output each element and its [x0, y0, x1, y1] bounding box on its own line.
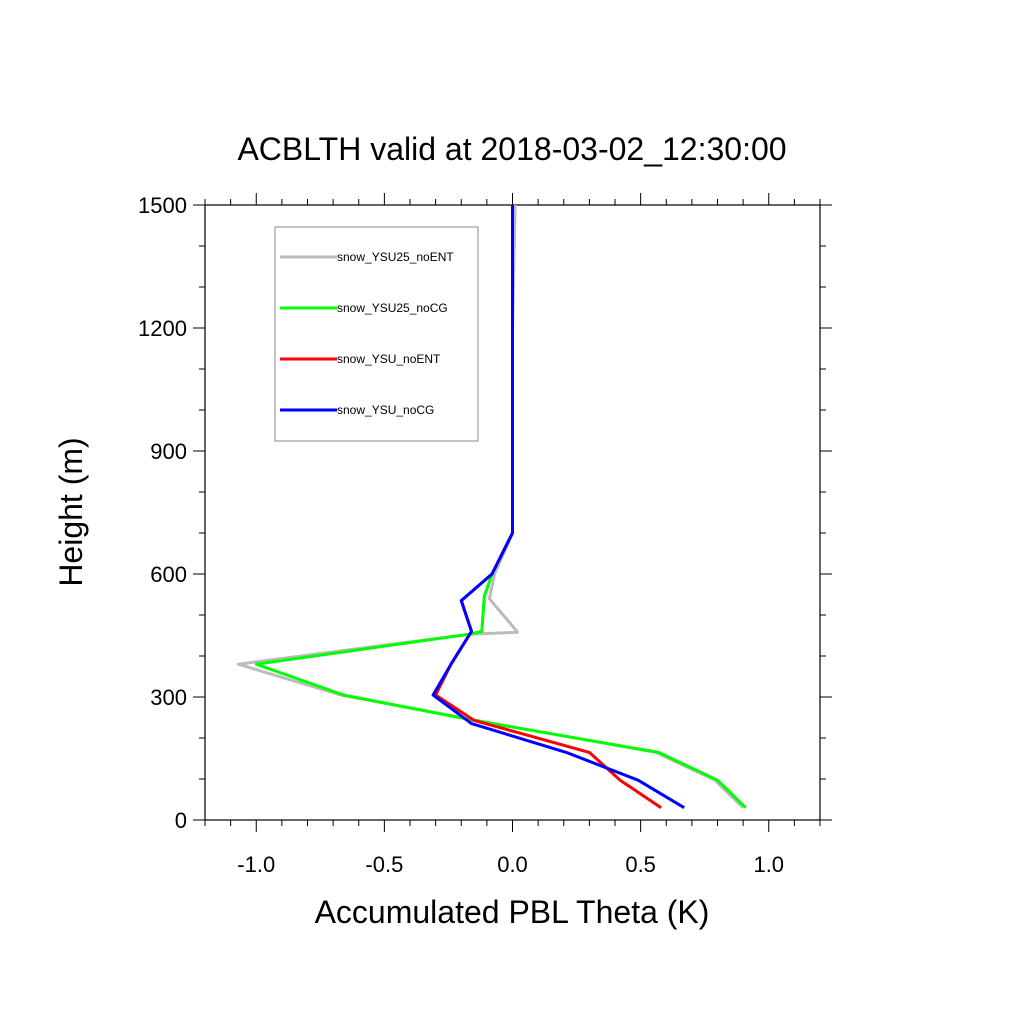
y-tick-label: 0 [175, 808, 187, 833]
legend-label: snow_YSU_noENT [337, 352, 441, 366]
legend-label: snow_YSU25_noENT [337, 250, 454, 264]
y-axis-label: Height (m) [53, 437, 89, 586]
legend-label: snow_YSU_noCG [337, 403, 434, 417]
y-tick-label: 1200 [138, 316, 187, 341]
x-tick-label: 0.0 [497, 852, 528, 877]
legend-box [274, 226, 479, 442]
legend: snow_YSU25_noENT snow_YSU25_noCG snow_YSU_… [274, 226, 479, 442]
x-axis-label: Accumulated PBL Theta (K) [315, 894, 710, 930]
y-tick-label: 1500 [138, 193, 187, 218]
x-tick-label: 1.0 [753, 852, 784, 877]
legend-label: snow_YSU25_noCG [337, 301, 448, 315]
plot-area: -1.0 -0.5 0.0 0.5 1.0 0 300 600 900 1200 1500 [138, 193, 832, 877]
series-line-snow_YSU_noCG [431, 205, 685, 809]
chart-title: ACBLTH valid at 2018-03-02_12:30:00 [237, 131, 786, 167]
x-tick-label: 0.5 [625, 852, 656, 877]
y-tick-label: 300 [150, 685, 187, 710]
y-tick-label: 900 [150, 439, 187, 464]
x-tick-label: -1.0 [237, 852, 275, 877]
x-tick-label: -0.5 [365, 852, 403, 877]
y-tick-label: 600 [150, 562, 187, 587]
